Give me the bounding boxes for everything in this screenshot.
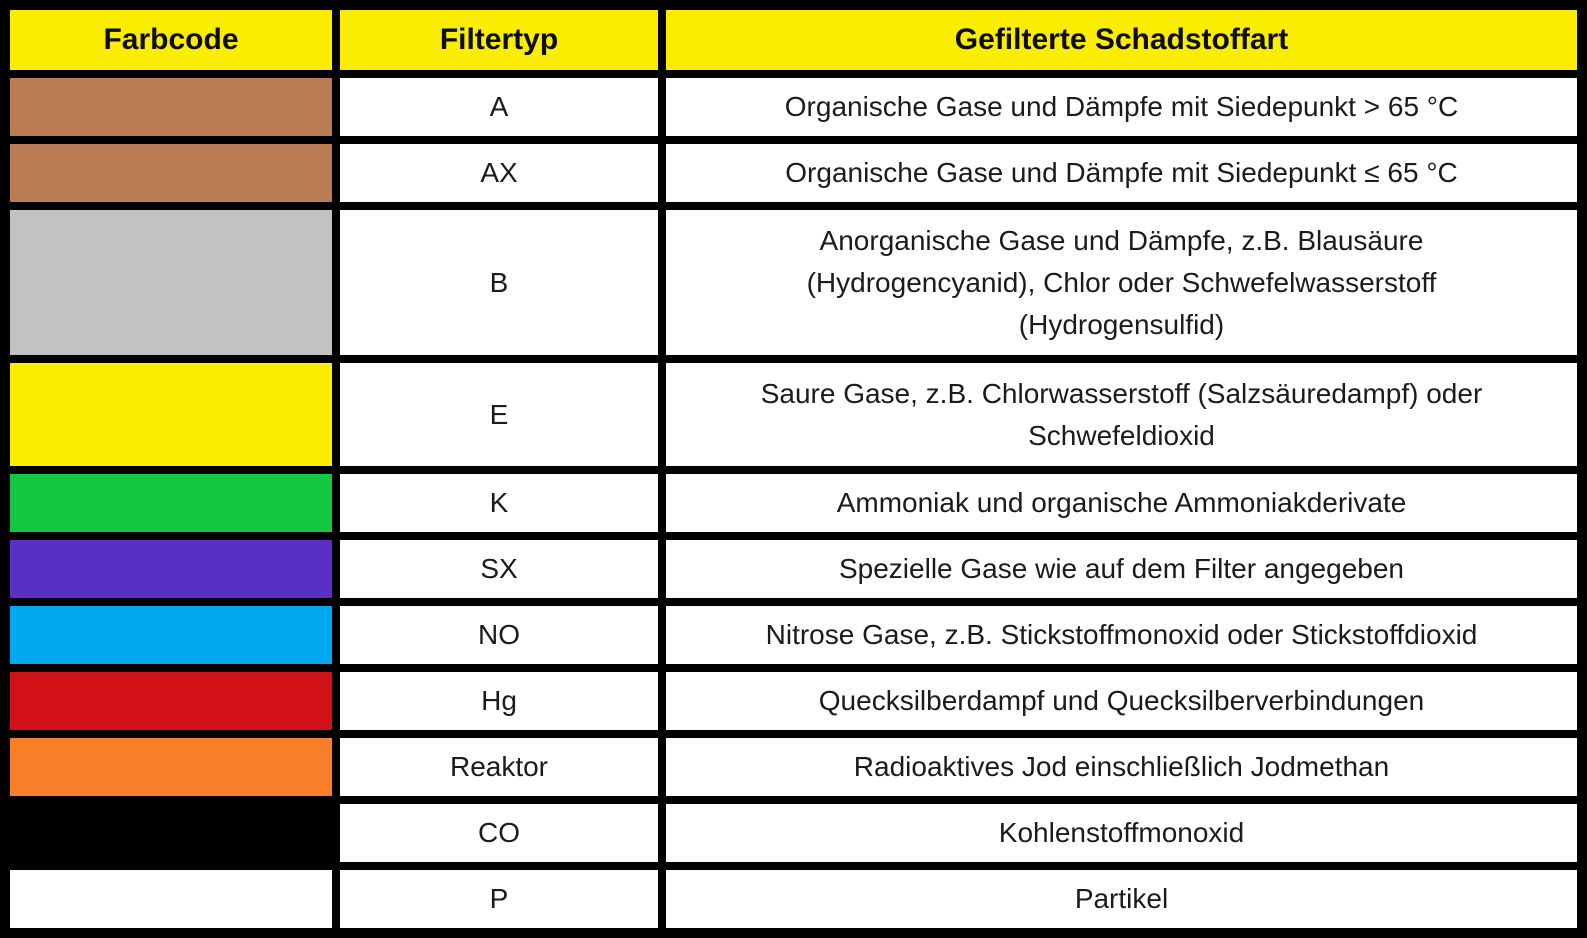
description-cell: Saure Gase, z.B. Chlorwasserstoff (Salzs… bbox=[666, 363, 1577, 467]
table-row: E Saure Gase, z.B. Chlorwasserstoff (Salz… bbox=[10, 363, 1577, 467]
color-swatch-blue bbox=[10, 606, 332, 665]
description-text: Ammoniak und organische Ammoniakderivate bbox=[836, 487, 1407, 519]
description-cell: Spezielle Gase wie auf dem Filter angege… bbox=[666, 540, 1577, 599]
table-body: A Organische Gase und Dämpfe mit Siedepun… bbox=[10, 78, 1577, 928]
table-row: B Anorganische Gase und Dämpfe, z.B. Blau… bbox=[10, 209, 1577, 356]
description-cell: Quecksilberdampf und Quecksilberverbindu… bbox=[666, 672, 1577, 730]
color-swatch-green bbox=[10, 474, 332, 533]
color-swatch-brown bbox=[10, 78, 332, 136]
filter-type-cell: NO bbox=[340, 606, 658, 665]
table-row: CO Kohlenstoffmonoxid bbox=[10, 803, 1577, 862]
filter-type-cell: A bbox=[340, 78, 658, 136]
filter-type-cell: K bbox=[340, 474, 658, 533]
table-row: P Partikel bbox=[10, 869, 1577, 928]
description-text: Anorganische Gase und Dämpfe, z.B. Blaus… bbox=[806, 224, 1437, 340]
description-cell: Partikel bbox=[666, 869, 1577, 928]
filter-type-cell: CO bbox=[340, 803, 658, 862]
description-cell: Organische Gase und Dämpfe mit Siedepunk… bbox=[666, 78, 1577, 136]
description-text: Organische Gase und Dämpfe mit Siedepunk… bbox=[785, 156, 1458, 188]
filter-type-cell: Hg bbox=[340, 672, 658, 730]
description-text: Partikel bbox=[1074, 882, 1169, 914]
header-farbcode: Farbcode bbox=[10, 10, 332, 70]
filter-type-cell: B bbox=[340, 209, 658, 356]
description-text: Organische Gase und Dämpfe mit Siedepunk… bbox=[784, 90, 1459, 122]
description-text: Kohlenstoffmonoxid bbox=[998, 816, 1245, 848]
description-cell: Nitrose Gase, z.B. Stickstoffmonoxid ode… bbox=[666, 606, 1577, 665]
description-cell: Kohlenstoffmonoxid bbox=[666, 803, 1577, 862]
filter-type-cell: Reaktor bbox=[340, 738, 658, 796]
color-swatch-brown bbox=[10, 143, 332, 202]
description-cell: Organische Gase und Dämpfe mit Siedepunk… bbox=[666, 143, 1577, 202]
description-text: Quecksilberdampf und Quecksilberverbindu… bbox=[818, 685, 1425, 717]
table-row: AX Organische Gase und Dämpfe mit Siedepu… bbox=[10, 143, 1577, 202]
description-cell: Anorganische Gase und Dämpfe, z.B. Blaus… bbox=[666, 209, 1577, 356]
table-row: A Organische Gase und Dämpfe mit Siedepun… bbox=[10, 78, 1577, 136]
header-schadstoffart: Gefilterte Schadstoffart bbox=[666, 10, 1577, 70]
description-cell: Radioaktives Jod einschließlich Jodmetha… bbox=[666, 738, 1577, 796]
table-row: SX Spezielle Gase wie auf dem Filter ange… bbox=[10, 540, 1577, 599]
filter-type-cell: AX bbox=[340, 143, 658, 202]
table-row: Hg Quecksilberdampf und Quecksilberverbin… bbox=[10, 672, 1577, 730]
header-row: Farbcode Filtertyp Gefilterte Schadstoff… bbox=[10, 10, 1577, 70]
filter-type-cell: P bbox=[340, 869, 658, 928]
description-text: Saure Gase, z.B. Chlorwasserstoff (Salzs… bbox=[760, 377, 1483, 451]
table-row: NO Nitrose Gase, z.B. Stickstoffmonoxid o… bbox=[10, 606, 1577, 665]
color-swatch-white bbox=[10, 869, 332, 928]
color-swatch-purple bbox=[10, 540, 332, 599]
table-row: Reaktor Radioaktives Jod einschließlich J… bbox=[10, 738, 1577, 796]
color-swatch-gray bbox=[10, 209, 332, 356]
table-row: K Ammoniak und organische Ammoniakderivat… bbox=[10, 474, 1577, 533]
color-swatch-yellow bbox=[10, 363, 332, 467]
description-cell: Ammoniak und organische Ammoniakderivate bbox=[666, 474, 1577, 533]
filter-type-cell: SX bbox=[340, 540, 658, 599]
description-text: Radioaktives Jod einschließlich Jodmetha… bbox=[853, 750, 1390, 782]
filter-type-cell: E bbox=[340, 363, 658, 467]
color-swatch-black bbox=[10, 803, 332, 862]
description-text: Spezielle Gase wie auf dem Filter angege… bbox=[838, 553, 1404, 585]
color-swatch-orange bbox=[10, 738, 332, 796]
description-text: Nitrose Gase, z.B. Stickstoffmonoxid ode… bbox=[765, 619, 1478, 651]
header-filtertyp: Filtertyp bbox=[340, 10, 658, 70]
color-swatch-red bbox=[10, 672, 332, 730]
